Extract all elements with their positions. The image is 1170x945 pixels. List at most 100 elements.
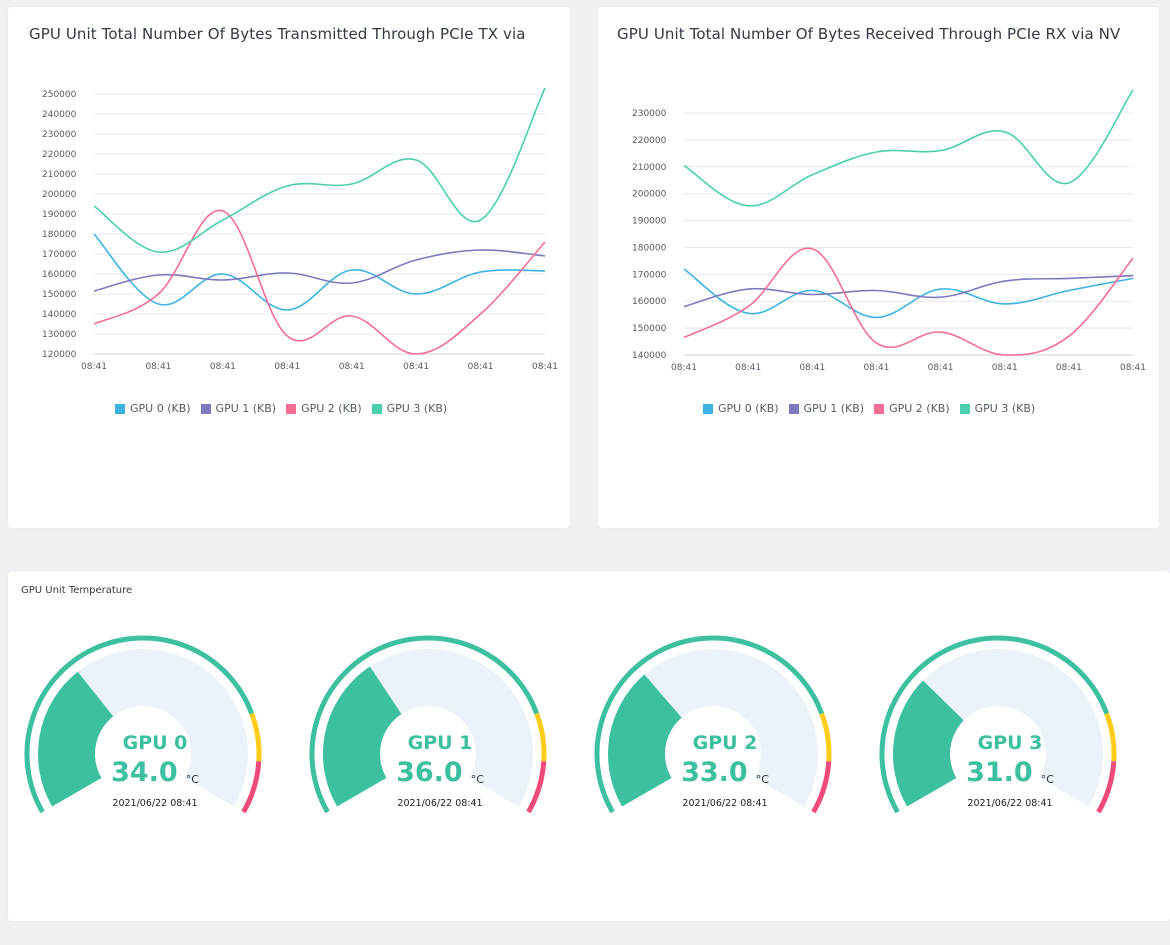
gpu-3-temperature-unit: °C (1040, 773, 1054, 786)
rx-y-tick-label: 170000 (632, 270, 667, 280)
gpu-1-gauge-label: GPU 1 (407, 732, 473, 754)
tx-x-tick-label: 08:41 (403, 362, 429, 372)
gpu-2-gauge-fill (608, 674, 682, 807)
tx-series-gpu-3-line (93, 87, 546, 253)
rx-chart-legend: GPU 0 (KB) GPU 1 (KB) GPU 2 (KB) GPU 3 (KB) (703, 402, 1035, 415)
tx-y-tick-label: 240000 (42, 110, 77, 120)
tx-legend-swatch (200, 403, 211, 414)
rx-x-tick-label: 08:41 (1120, 363, 1146, 373)
tx-y-tick-label: 180000 (42, 230, 77, 240)
rx-series-gpu-1-line (683, 274, 1134, 308)
tx-y-tick-label: 140000 (42, 310, 77, 320)
rx-y-tick-label: 230000 (632, 109, 667, 119)
tx-x-tick-label: 08:41 (339, 362, 365, 372)
gpu-1-gauge-fill (322, 666, 402, 807)
rx-legend-item-gpu-1[interactable]: GPU 1 (KB) (788, 402, 865, 415)
rx-x-tick-label: 08:41 (799, 363, 825, 373)
gpu-0-temperature-value: 34.0 (111, 757, 178, 788)
tx-legend-swatch (286, 403, 297, 414)
tx-legend-item-gpu-3[interactable]: GPU 3 (KB) (371, 402, 448, 415)
gpu-0-gauge-danger-band (241, 761, 262, 814)
gpu-1-temperature-unit: °C (470, 773, 484, 786)
rx-y-tick-label: 150000 (632, 324, 667, 334)
tx-chart-legend: GPU 0 (KB) GPU 1 (KB) GPU 2 (KB) GPU 3 (KB) (115, 402, 447, 415)
rx-y-tick-label: 220000 (632, 136, 667, 146)
rx-x-tick-label: 08:41 (928, 363, 954, 373)
gpu-2-temperature-value: 33.0 (681, 757, 748, 788)
rx-legend-label: GPU 1 (KB) (803, 402, 865, 415)
rx-legend-label: GPU 0 (KB) (718, 402, 779, 415)
rx-chart-card: GPU Unit Total Number Of Bytes Received … (598, 7, 1159, 528)
gpu-0-gauge-dial (24, 635, 262, 814)
tx-y-tick-label: 230000 (42, 130, 77, 140)
tx-series-gpu-2-line (93, 209, 546, 355)
tx-y-tick-label: 150000 (42, 290, 77, 300)
rx-x-tick-label: 08:41 (671, 363, 697, 373)
gpu-1-timestamp: 2021/06/22 08:41 (397, 798, 483, 809)
gpu-3-gauge-warn-band (1104, 712, 1117, 762)
gpu-0-gauge-fill (38, 671, 114, 807)
gpu-1-gauge-ok-band (309, 635, 540, 814)
gpu-0-gauge-label: GPU 0 (122, 732, 188, 754)
gpu-1-temperature-gauge: GPU 1 36.0 °C 2021/06/22 08:41 (305, 626, 575, 856)
gpu-2-timestamp: 2021/06/22 08:41 (682, 798, 768, 809)
rx-x-tick-label: 08:41 (735, 363, 761, 373)
rx-series-gpu-0-line (683, 268, 1134, 319)
tx-legend-item-gpu-0[interactable]: GPU 0 (KB) (115, 402, 191, 415)
gpu-1-gauge-danger-band (526, 761, 547, 814)
rx-legend-item-gpu-0[interactable]: GPU 0 (KB) (703, 402, 779, 415)
temperature-title: GPU Unit Temperature (21, 585, 133, 596)
gpu-3-gauge-ok-band (879, 635, 1110, 814)
tx-y-tick-label: 130000 (42, 330, 77, 340)
gpu-1-gauge-warn-band (534, 712, 547, 762)
tx-legend-swatch (115, 403, 125, 414)
tx-x-tick-label: 08:41 (274, 362, 300, 372)
tx-y-tick-label: 200000 (42, 190, 77, 200)
gpu-2-gauge-warn-band (819, 712, 832, 762)
gpu-1-temperature-readout: 36.0 °C (305, 757, 575, 788)
gpu-0-temperature-unit: °C (185, 773, 199, 786)
gpu-0-temperature-readout: 34.0 °C (20, 757, 290, 788)
tx-y-tick-label: 220000 (42, 150, 77, 160)
tx-x-tick-label: 08:41 (145, 362, 171, 372)
rx-legend-label: GPU 2 (KB) (889, 402, 950, 415)
gpu-1-temperature-value: 36.0 (396, 757, 463, 788)
rx-y-tick-label: 160000 (632, 297, 667, 307)
gpu-2-gauge-dial (594, 635, 832, 814)
tx-y-tick-label: 250000 (42, 90, 77, 100)
tx-legend-label: GPU 0 (KB) (130, 402, 191, 415)
gpu-3-temperature-gauge: GPU 3 31.0 °C 2021/06/22 08:41 (875, 626, 1145, 856)
gpu-2-temperature-readout: 33.0 °C (590, 757, 860, 788)
tx-x-tick-label: 08:41 (468, 362, 494, 372)
rx-y-tick-label: 180000 (632, 243, 667, 253)
gpu-0-temperature-gauge: GPU 0 34.0 °C 2021/06/22 08:41 (20, 626, 290, 856)
tx-legend-label: GPU 2 (KB) (301, 402, 362, 415)
gpu-2-gauge-danger-band (811, 761, 832, 814)
rx-legend-item-gpu-3[interactable]: GPU 3 (KB) (959, 402, 1036, 415)
rx-legend-swatch (959, 403, 970, 414)
tx-legend-item-gpu-2[interactable]: GPU 2 (KB) (286, 402, 362, 415)
tx-series-gpu-0-line (93, 233, 546, 311)
rx-x-tick-label: 08:41 (863, 363, 889, 373)
tx-legend-label: GPU 3 (KB) (386, 402, 448, 415)
tx-chart-card: GPU Unit Total Number Of Bytes Transmitt… (8, 7, 570, 528)
tx-legend-swatch (371, 403, 382, 414)
rx-y-tick-label: 190000 (632, 217, 667, 227)
tx-series-gpu-1-line (93, 249, 546, 292)
gpu-3-timestamp: 2021/06/22 08:41 (967, 798, 1053, 809)
gpu-2-gauge-ok-band (594, 635, 825, 814)
rx-chart-title: GPU Unit Total Number Of Bytes Received … (617, 25, 1121, 43)
temperature-card: GPU Unit Temperature GPU 0 34.0 °C 2021/0… (8, 571, 1170, 921)
tx-chart-title: GPU Unit Total Number Of Bytes Transmitt… (29, 25, 526, 43)
rx-legend-item-gpu-2[interactable]: GPU 2 (KB) (874, 402, 950, 415)
gpu-1-gauge-dial (309, 635, 547, 814)
tx-y-tick-label: 210000 (42, 170, 77, 180)
gpu-3-temperature-readout: 31.0 °C (875, 757, 1145, 788)
tx-y-tick-label: 190000 (42, 210, 77, 220)
rx-legend-label: GPU 3 (KB) (974, 402, 1036, 415)
tx-x-tick-label: 08:41 (532, 362, 558, 372)
tx-y-tick-label: 160000 (42, 270, 77, 280)
gpu-2-gauge-label: GPU 2 (692, 732, 758, 754)
tx-legend-item-gpu-1[interactable]: GPU 1 (KB) (200, 402, 276, 415)
rx-legend-swatch (788, 403, 799, 414)
